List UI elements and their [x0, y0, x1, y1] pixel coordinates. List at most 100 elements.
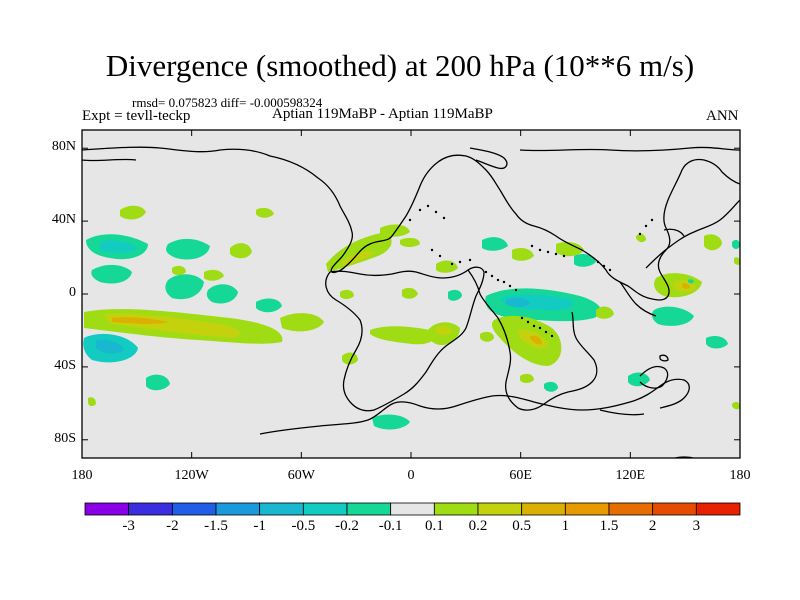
colorbar-swatch: [171, 502, 217, 516]
coastline-n-pacific-island: [663, 228, 685, 237]
field-patch-eq-pacific-west: [91, 264, 132, 284]
colorbar-label: 3: [692, 518, 701, 534]
field-patch-mid-atlantic-small: [402, 287, 418, 299]
colorbar-label: 0.5: [512, 518, 532, 534]
field-patch-s-america-green: [370, 326, 435, 345]
colorbar-swatch: [433, 502, 479, 516]
field-patch-e-pacific-2: [256, 298, 282, 313]
coastline-australia: [639, 365, 669, 389]
lat-label: 0: [69, 285, 76, 300]
field-patch-se-pacific-core: [96, 339, 124, 354]
colorbar-label: -0.5: [291, 518, 316, 534]
rmsd-diff-stats: rmsd= 0.075823 diff= -0.000598324: [132, 95, 323, 110]
colorbar-label: -1: [253, 518, 266, 534]
field-patch-n-pacific-west-green: [120, 205, 146, 220]
field-patch-tethys-3: [556, 242, 584, 257]
lat-label: 40N: [51, 212, 76, 228]
field-patch-africa-west-core: [436, 325, 452, 335]
field-patch-n-pacific-west-core: [100, 240, 138, 253]
coastline-north-america: [82, 146, 501, 274]
field-patch-caribbean-green: [340, 289, 354, 299]
coastline-south-america: [325, 266, 485, 412]
field-patch-s-atlantic-blue: [372, 414, 410, 430]
field-patch-indian-ocean-deep: [506, 297, 530, 307]
field-patch-ne-asia-green: [636, 233, 646, 243]
lon-label: 180: [729, 468, 751, 483]
field-patch-indian-ocean-small-1: [480, 331, 494, 342]
colorbar-swatch: [84, 502, 130, 516]
field-patch-eq-pacific-2: [206, 284, 238, 304]
colorbar-label: 2: [648, 518, 657, 534]
field-patch-eq-pacific-green: [204, 269, 224, 281]
field-patch-w-pacific-2: [651, 306, 694, 326]
coastline-india: [619, 281, 657, 317]
colorbar-swatch: [128, 502, 173, 516]
colorbar-swatch: [390, 502, 435, 516]
colorbar-swatch: [608, 502, 654, 516]
lon-label: 180: [71, 468, 93, 483]
lon-label: 0: [407, 468, 415, 483]
season-label: ANN: [706, 108, 739, 124]
field-patch-n-africa-small: [448, 289, 462, 301]
field-patch-s-indian-2: [628, 372, 650, 387]
field-patch-tethys-4: [574, 254, 596, 267]
colorbar-swatch: [521, 502, 566, 516]
axis-ticks: [81, 130, 741, 458]
colorbar-label: 0.1: [424, 518, 444, 534]
experiment-label: Expt = tevll-teckp: [82, 108, 191, 124]
field-patch-tethys-blue: [482, 237, 508, 251]
field-patch-w-pacific-4: [732, 239, 740, 249]
field-patch-s-pacific-small: [88, 397, 96, 407]
field-patch-e-pacific-1: [280, 313, 324, 332]
field-patch-south-pacific-band-center: [112, 317, 168, 324]
divergence-fields: [83, 205, 740, 430]
lon-label: 120E: [615, 468, 646, 483]
field-patch-n-pacific-mid: [166, 238, 210, 260]
field-patch-n-atlantic-east: [400, 237, 420, 247]
field-patch-w-pacific-8: [688, 279, 694, 284]
period-subtitle: Aptian 119MaBP - Aptian 119MaBP: [272, 106, 493, 122]
colorbar-label: -0.2: [335, 518, 359, 534]
island-chains: [408, 204, 654, 338]
field-patch-w-pacific-7: [732, 401, 740, 410]
lat-label: 40S: [54, 357, 76, 373]
colorbar-swatch: [695, 502, 741, 516]
field-patch-e-pacific-3: [146, 374, 170, 391]
lon-label: 120W: [174, 468, 209, 483]
colorbar-swatch: [477, 502, 523, 516]
field-patch-n-pacific-east: [230, 243, 252, 259]
field-patch-w-pacific-1-orange: [682, 283, 690, 289]
field-patch-indian-ocean-small-2: [520, 373, 534, 383]
coastline-s-pacific-island: [673, 456, 697, 458]
colorbar-label: -3: [122, 518, 135, 534]
field-patch-w-pacific-3: [704, 234, 722, 251]
field-patch-w-pacific-5: [706, 336, 728, 349]
field-patch-north-america-green: [380, 224, 410, 237]
field-patch-eq-pacific-green-2: [172, 265, 186, 275]
coastline-europe: [499, 158, 740, 301]
coastline-s-pacific-small: [659, 354, 669, 362]
field-patch-tethys-2: [512, 248, 534, 261]
field-patch-indian-ocean-orange: [530, 335, 542, 345]
colorbar-swatch: [564, 502, 610, 516]
colorbar-label: 1.5: [599, 518, 619, 534]
colorbar-swatch: [215, 502, 261, 516]
colorbar-label: 1: [561, 518, 570, 534]
lon-label: 60W: [287, 468, 315, 483]
coastline-arctic: [82, 146, 740, 162]
field-patch-s-indian-1: [596, 306, 614, 319]
lon-label: 60E: [509, 468, 532, 483]
colorbar-label: -2: [166, 518, 179, 534]
coastline-africa: [467, 269, 598, 411]
plot-title: Divergence (smoothed) at 200 hPa (10**6 …: [105, 48, 695, 83]
lat-label: 80S: [54, 430, 76, 446]
coastline-antarctica: [259, 378, 690, 435]
colorbar-label: 0.2: [468, 518, 488, 534]
colorbar-swatch: [346, 502, 392, 516]
coastline-asia-east: [645, 199, 740, 269]
colorbar: [84, 502, 741, 516]
colorbar-swatch: [652, 502, 697, 516]
colorbar-swatch: [302, 502, 348, 516]
colorbar-label: -1.5: [204, 518, 228, 534]
